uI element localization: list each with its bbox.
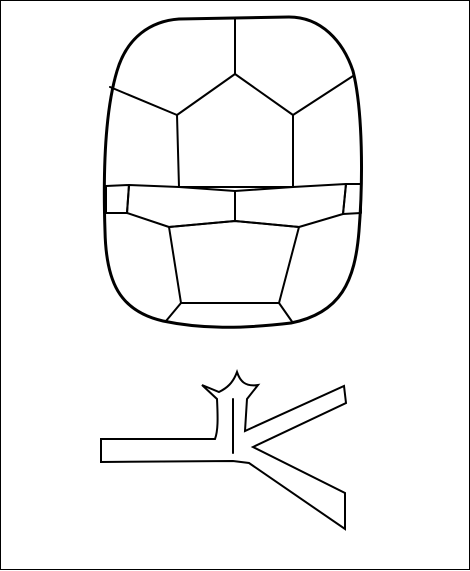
scute-line-mid-center-join-left [178, 186, 236, 192]
shell-outline [102, 15, 363, 329]
scute-line-bottom-left [165, 302, 182, 322]
scute-side-right [342, 183, 362, 215]
scute-central-top [176, 73, 294, 188]
scute-line-mid-center-join [234, 186, 294, 192]
branching-mark-outline [100, 368, 348, 531]
turtle-shell-icon [102, 15, 363, 329]
scute-line-right-upper [292, 75, 354, 116]
scute-central-bottom [168, 220, 300, 304]
scute-line-bottom-right [278, 302, 294, 324]
scute-middle-band [126, 183, 347, 228]
scute-line-left-upper [109, 86, 178, 116]
scute-side-left [105, 184, 130, 214]
branching-mark-icon [100, 368, 348, 531]
